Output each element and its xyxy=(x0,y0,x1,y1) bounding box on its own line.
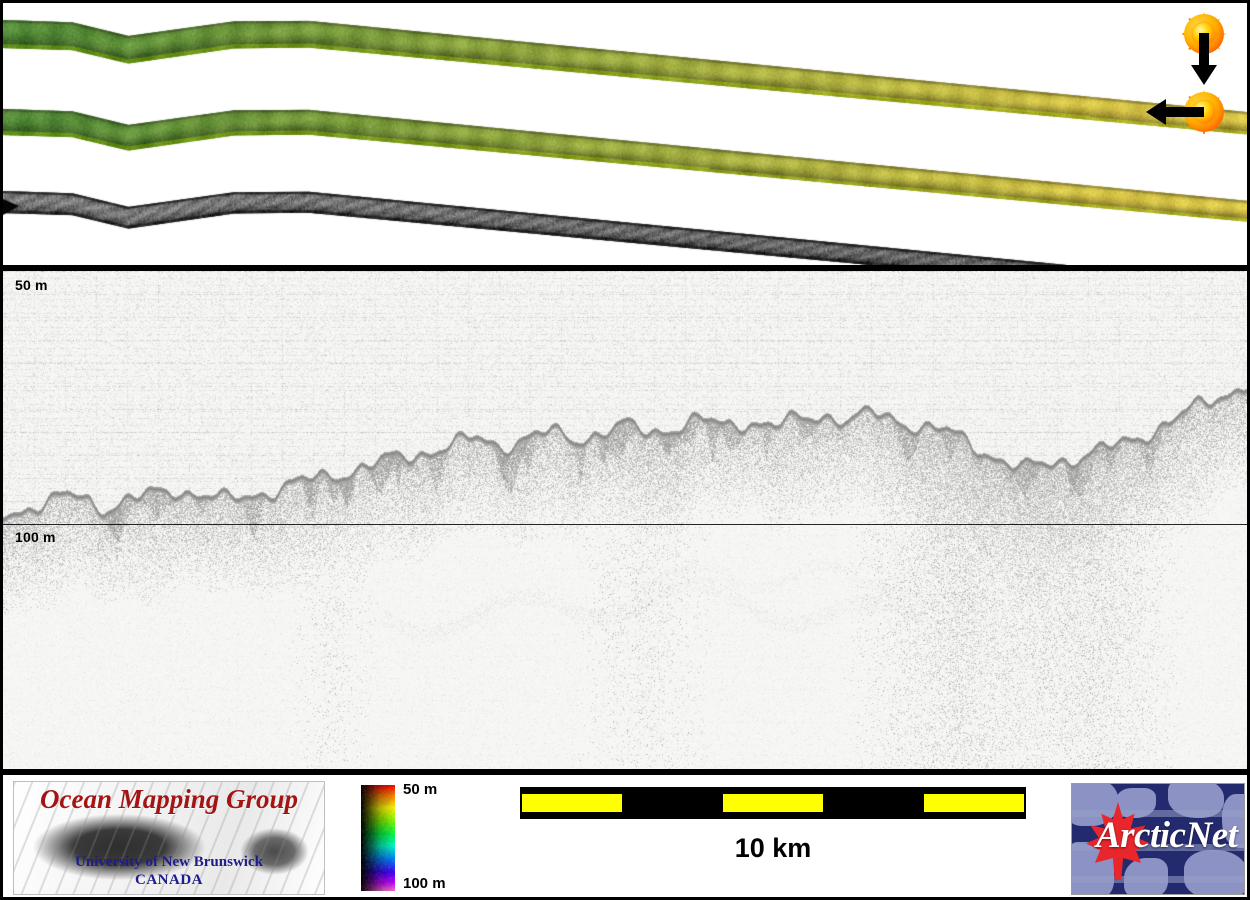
omg-logo-background xyxy=(14,782,324,894)
scalebar-segment xyxy=(622,794,723,812)
colorbar-max-label: 100 m xyxy=(403,875,446,892)
scalebar-segment xyxy=(522,794,623,812)
omg-logo-university: University of New Brunswick xyxy=(75,854,263,870)
arcticnet-wordmark: ArcticNet xyxy=(1096,815,1238,856)
scalebar-group: 10 km xyxy=(508,783,1038,895)
bathymetry-swaths-canvas xyxy=(3,3,1247,265)
sub-bottom-profiler-panel: 50 m 100 m xyxy=(0,268,1250,772)
arcticnet-logo: ArcticNet xyxy=(1071,783,1245,895)
scalebar-label: 10 km xyxy=(734,833,812,863)
bathymetry-stage xyxy=(3,3,1247,265)
sun-core xyxy=(1193,101,1215,123)
scalebar-segment xyxy=(823,794,924,812)
omg-logo-country: CANADA xyxy=(135,872,203,888)
depth-gridline-100m xyxy=(3,524,1247,525)
scalebar-segment xyxy=(722,794,824,812)
scalebar-segment xyxy=(923,794,1025,812)
depth-label-50m: 50 m xyxy=(15,277,48,293)
depth-label-100m: 100 m xyxy=(15,529,56,545)
omg-logo-title: Ocean Mapping Group xyxy=(39,784,299,814)
colorbar-grain xyxy=(361,785,395,891)
scalebar xyxy=(520,787,1026,819)
omg-logo-streaks xyxy=(14,782,324,894)
colorbar-min-label: 50 m xyxy=(403,781,438,798)
ocean-mapping-group-logo: Ocean Mapping Group University of New Br… xyxy=(13,781,325,895)
seismic-section-canvas xyxy=(3,271,1247,769)
depth-colorbar-group: 50 m 100 m xyxy=(355,779,475,897)
bathymetry-perspective-panel xyxy=(0,0,1250,268)
legend-panel: Ocean Mapping Group University of New Br… xyxy=(0,772,1250,900)
depth-colorbar xyxy=(361,785,395,891)
